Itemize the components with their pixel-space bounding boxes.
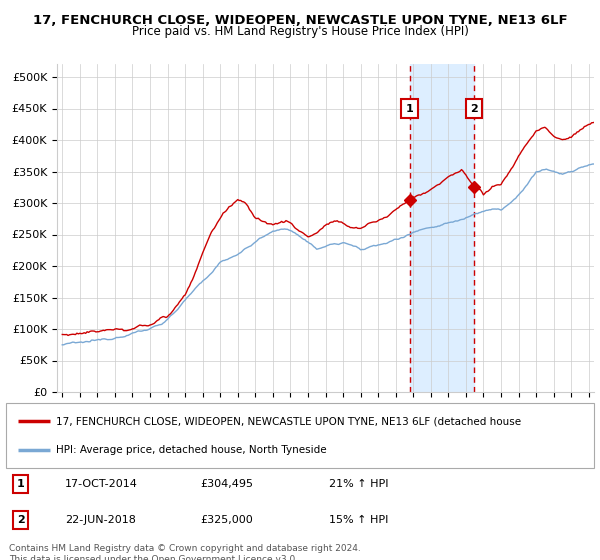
Text: 15% ↑ HPI: 15% ↑ HPI bbox=[329, 515, 389, 525]
Text: HPI: Average price, detached house, North Tyneside: HPI: Average price, detached house, Nort… bbox=[56, 445, 326, 455]
Text: 17, FENCHURCH CLOSE, WIDEOPEN, NEWCASTLE UPON TYNE, NE13 6LF: 17, FENCHURCH CLOSE, WIDEOPEN, NEWCASTLE… bbox=[32, 14, 568, 27]
Text: 22-JUN-2018: 22-JUN-2018 bbox=[65, 515, 136, 525]
Text: 17, FENCHURCH CLOSE, WIDEOPEN, NEWCASTLE UPON TYNE, NE13 6LF (detached house: 17, FENCHURCH CLOSE, WIDEOPEN, NEWCASTLE… bbox=[56, 416, 521, 426]
Text: 1: 1 bbox=[406, 104, 413, 114]
Text: 17-OCT-2014: 17-OCT-2014 bbox=[65, 479, 137, 489]
Text: 1: 1 bbox=[17, 479, 25, 489]
Text: 2: 2 bbox=[470, 104, 478, 114]
Text: £325,000: £325,000 bbox=[200, 515, 253, 525]
Text: 2: 2 bbox=[17, 515, 25, 525]
Text: £304,495: £304,495 bbox=[200, 479, 253, 489]
Bar bbox=[410, 64, 474, 392]
Text: 21% ↑ HPI: 21% ↑ HPI bbox=[329, 479, 389, 489]
Text: Contains HM Land Registry data © Crown copyright and database right 2024.
This d: Contains HM Land Registry data © Crown c… bbox=[9, 544, 361, 560]
Text: Price paid vs. HM Land Registry's House Price Index (HPI): Price paid vs. HM Land Registry's House … bbox=[131, 25, 469, 38]
